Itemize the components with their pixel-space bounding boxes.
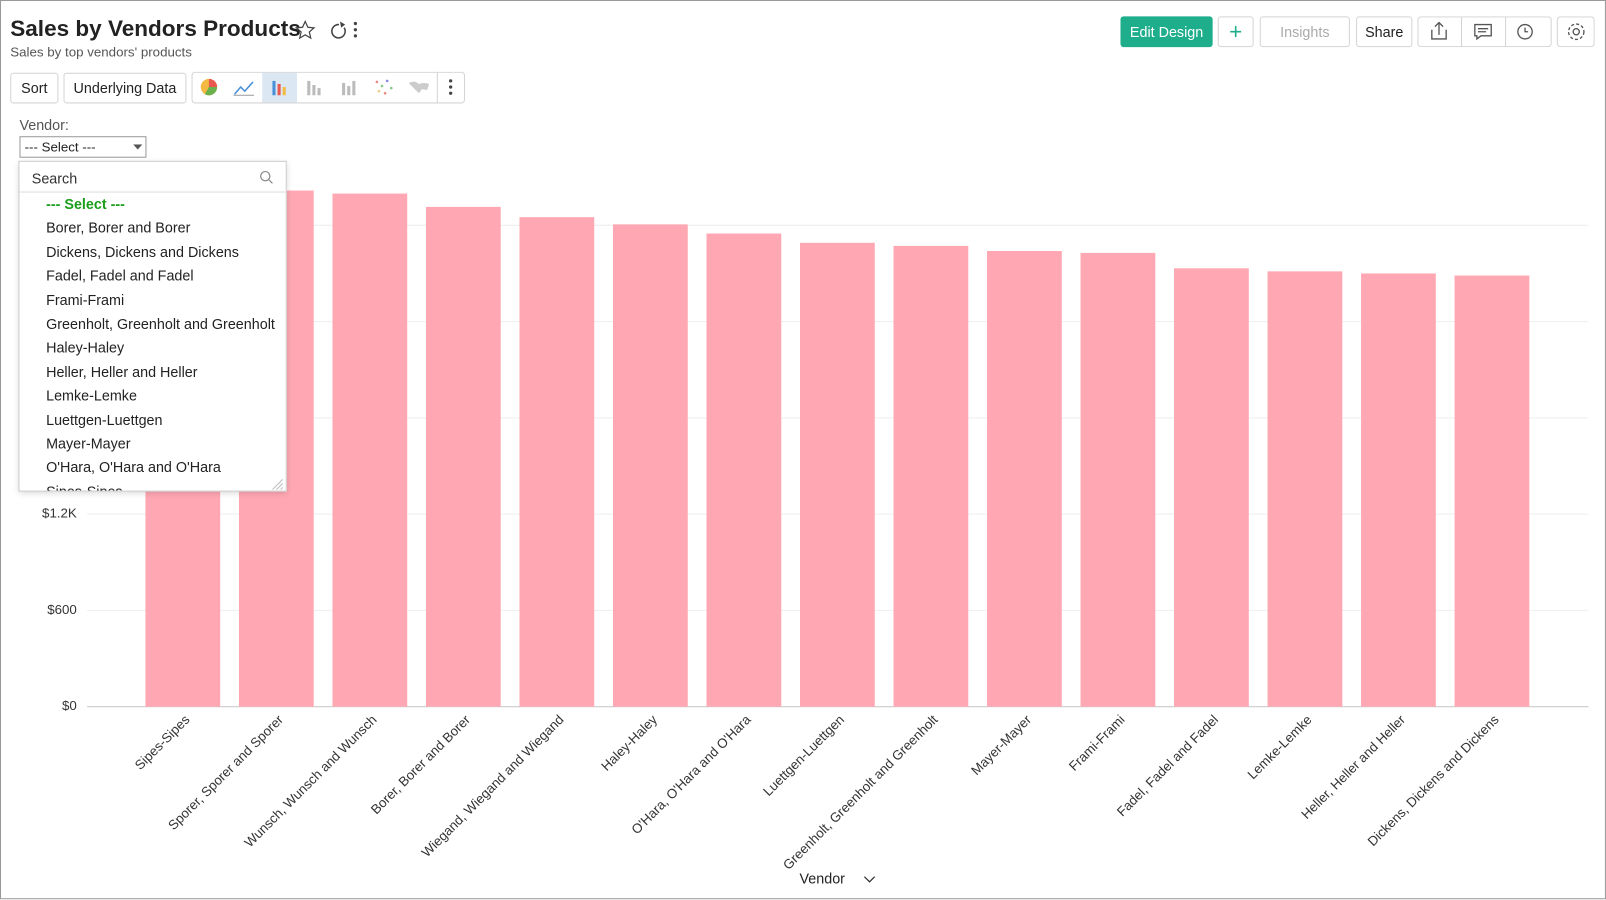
sort-button[interactable]: Sort [10, 72, 59, 104]
search-box[interactable]: Search [19, 162, 286, 193]
y-tick-label: $1.2K [42, 506, 77, 521]
x-tick-label: Heller, Heller and Heller [1298, 712, 1408, 822]
bar [519, 217, 595, 707]
add-button[interactable]: + [1217, 16, 1254, 48]
x-tick-label: Mayer-Mayer [968, 712, 1034, 778]
bar [1454, 275, 1530, 707]
x-tick-label: Sipes-Sipes [132, 712, 193, 773]
x-tick-label: Luettgen-Luettgen [760, 712, 847, 799]
insights-button[interactable]: Insights [1259, 16, 1350, 48]
bar [987, 250, 1062, 707]
filter-option[interactable]: Greenholt, Greenholt and Greenholt [46, 315, 275, 332]
filter-label: Vendor: [19, 116, 69, 134]
title-icons[interactable] [294, 19, 366, 42]
filter-option[interactable]: --- Select --- [46, 195, 125, 213]
x-tick-label: Frami-Frami [1066, 712, 1128, 774]
underlying-data-button[interactable]: Underlying Data [63, 72, 187, 104]
bar [612, 224, 688, 707]
resize-handle[interactable] [271, 478, 284, 490]
search-icon [260, 170, 273, 184]
x-tick-label: Borer, Borer and Borer [368, 712, 474, 818]
select-arrow [133, 144, 143, 150]
y-tick-label: $600 [47, 602, 77, 617]
chart-type-switcher[interactable] [191, 71, 465, 104]
search-placeholder: Search [31, 170, 78, 187]
filter-option[interactable]: Borer, Borer and Borer [46, 219, 191, 236]
bar [1080, 252, 1156, 707]
share-button[interactable]: Share [1356, 16, 1413, 48]
x-axis-caret[interactable] [863, 876, 876, 883]
filter-dropdown: Search --- Select --- Borer, Borer and Bo… [18, 160, 287, 492]
filter-option[interactable]: Sipes-Sipes [46, 483, 123, 492]
filter-option[interactable]: Luettgen-Luettgen [46, 411, 163, 428]
bar [425, 206, 501, 707]
filter-option[interactable]: Heller, Heller and Heller [46, 363, 198, 380]
x-tick-label: Haley-Haley [598, 712, 660, 774]
x-tick-label: Lemke-Lemke [1244, 712, 1314, 782]
filter-option[interactable]: Dickens, Dickens and Dickens [46, 243, 239, 260]
bar [332, 193, 408, 707]
filter-option[interactable]: Lemke-Lemke [46, 387, 137, 404]
filter-option[interactable]: Mayer-Mayer [46, 435, 131, 452]
subtitle: Sales by top vendors' products [10, 44, 192, 60]
bar [800, 242, 875, 707]
bar [893, 245, 969, 707]
x-axis-title: Vendor [800, 872, 846, 888]
filter-option[interactable]: Haley-Haley [46, 339, 125, 356]
action-icons[interactable] [1417, 16, 1595, 48]
bar [1174, 268, 1249, 707]
x-tick-label: Fadel, Fadel and Fadel [1114, 712, 1221, 819]
filter-option[interactable]: Frami-Frami [46, 291, 125, 308]
filter-option[interactable]: Fadel, Fadel and Fadel [46, 267, 194, 284]
filter-option[interactable]: O'Hara, O'Hara and O'Hara [46, 459, 221, 476]
edit-design-button[interactable]: Edit Design [1120, 16, 1213, 48]
title: Sales by Vendors Products [10, 15, 301, 41]
filter-select[interactable]: --- Select --- [19, 136, 147, 158]
bar [1361, 273, 1436, 707]
x-tick-label: Greenholt, Greenholt and Greenholt [780, 712, 941, 873]
filter-selected: --- Select --- [24, 139, 96, 155]
bar [1267, 271, 1343, 707]
y-tick-label: $0 [62, 698, 77, 713]
bar [706, 233, 782, 707]
